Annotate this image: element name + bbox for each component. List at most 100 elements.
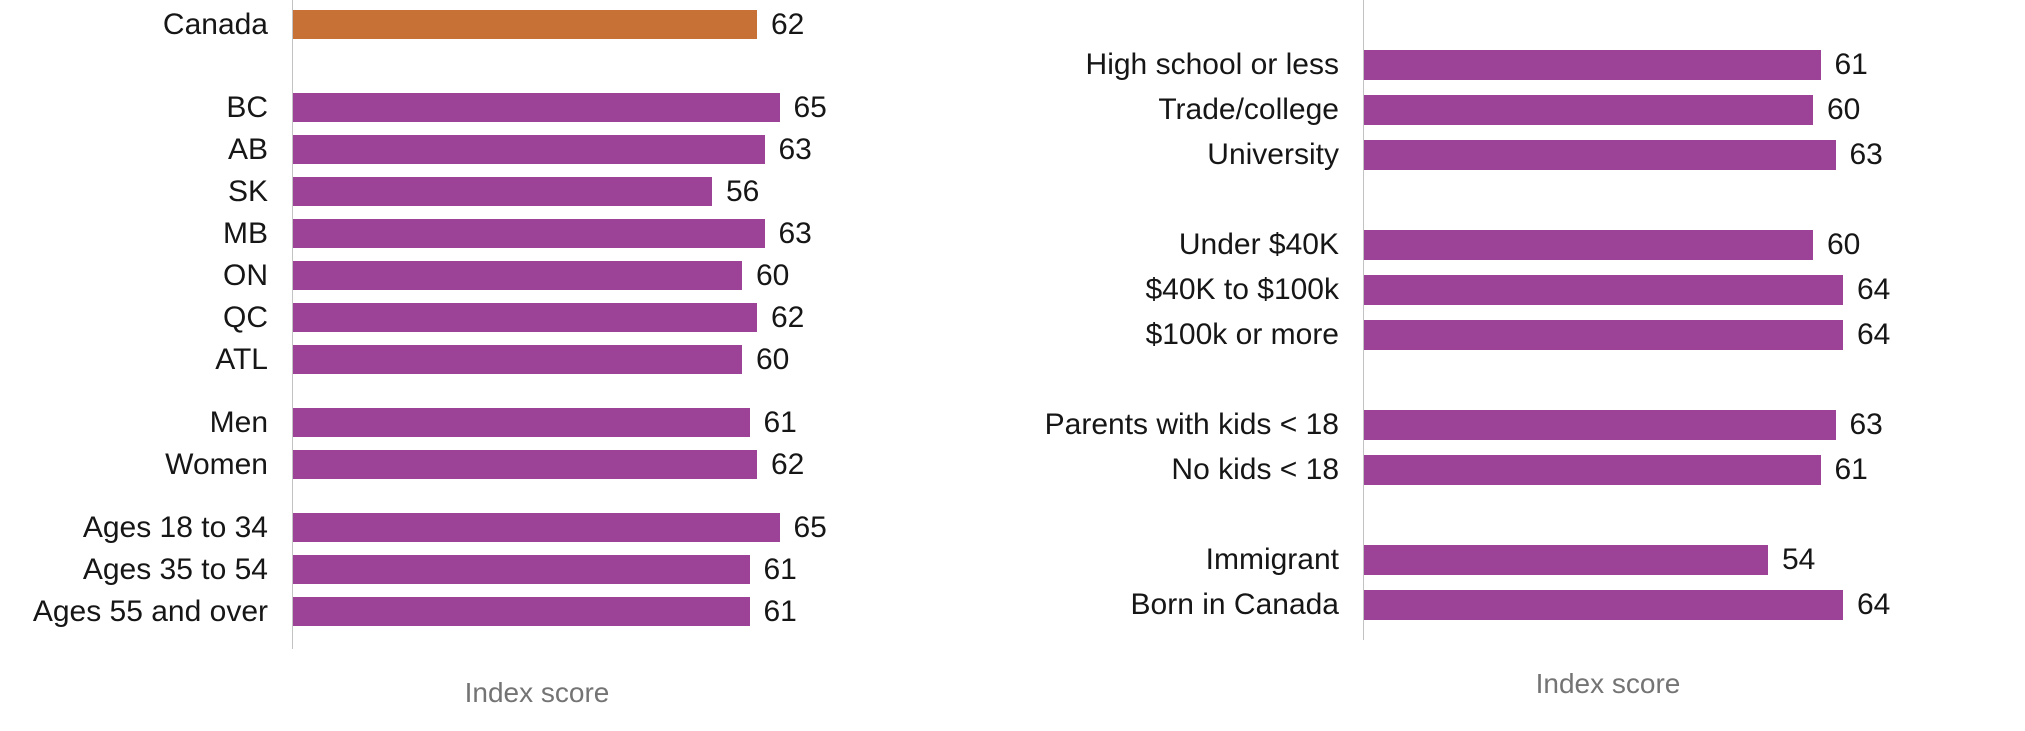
highlight-bar [292, 10, 757, 39]
category-label: Ages 35 to 54 [82, 552, 268, 586]
value-label: 60 [756, 258, 790, 292]
category-label: Ages 55 and over [32, 594, 268, 628]
category-label: MB [223, 216, 268, 250]
bar-row: No kids < 18 61 [1010, 455, 2025, 485]
bar-row: ON 60 [0, 258, 1010, 292]
bar [1363, 410, 1836, 440]
category-label: BC [226, 90, 268, 124]
value-label: 65 [793, 90, 827, 124]
value-label: 63 [778, 132, 812, 166]
bar [292, 450, 757, 479]
right-bars-area: High school or less 61 Trade/college 60 Univ… [1010, 0, 2025, 640]
category-label: Canada [162, 7, 268, 41]
value-label: 64 [1857, 318, 1891, 351]
bar-row: Ages 18 to 34 65 [0, 510, 1010, 544]
left-chart-panel: Canada 62 BC 65 AB 63 SK 56 MB 63 ON 60 QC 62 ATL 60 Men… [0, 0, 1010, 731]
bar [1363, 140, 1836, 170]
bar-row: University 63 [1010, 140, 2025, 170]
value-label: 61 [763, 552, 797, 586]
category-label: High school or less [1085, 48, 1339, 81]
group-spacer [1010, 185, 2025, 230]
bar-row: MB 63 [0, 216, 1010, 250]
value-label: 64 [1857, 273, 1891, 306]
bar-row: BC 65 [0, 90, 1010, 124]
bar-row: AB 63 [0, 132, 1010, 166]
value-label: 61 [763, 594, 797, 628]
bar-row: $100k or more 64 [1010, 320, 2025, 350]
category-label: Immigrant [1205, 543, 1339, 576]
value-label: 63 [1849, 138, 1883, 171]
bar-row: Canada 62 [0, 7, 1010, 41]
bar [292, 513, 780, 542]
value-label: 64 [1857, 588, 1891, 621]
bar-row: Parents with kids < 18 63 [1010, 410, 2025, 440]
bar-row: Born in Canada 64 [1010, 590, 2025, 620]
value-label: 61 [763, 405, 797, 439]
value-label: 65 [793, 510, 827, 544]
bar [1363, 95, 1813, 125]
category-label: Trade/college [1158, 93, 1339, 126]
value-label: 63 [778, 216, 812, 250]
bar [1363, 545, 1768, 575]
group-spacer [1010, 365, 2025, 410]
bar [292, 408, 750, 437]
value-label: 60 [1827, 228, 1861, 261]
bar-row: Men 61 [0, 405, 1010, 439]
category-label: Parents with kids < 18 [1044, 408, 1339, 441]
bar-row: QC 62 [0, 300, 1010, 334]
value-label: 61 [1834, 48, 1868, 81]
value-label: 56 [726, 174, 760, 208]
bar [292, 219, 765, 248]
group-spacer [0, 52, 1010, 93]
left-bars-area: Canada 62 BC 65 AB 63 SK 56 MB 63 ON 60 QC 62 ATL 60 Men… [0, 0, 1010, 649]
bar [292, 261, 742, 290]
category-label: Ages 18 to 34 [82, 510, 268, 544]
category-label: AB [227, 132, 268, 166]
bar-row: ATL 60 [0, 342, 1010, 376]
bar-row: High school or less 61 [1010, 50, 2025, 80]
category-label: QC [223, 300, 268, 334]
bar [1363, 320, 1843, 350]
category-label: Men [209, 405, 268, 439]
value-label: 62 [771, 447, 805, 481]
group-spacer [0, 492, 1010, 513]
bar-row: Women 62 [0, 447, 1010, 481]
category-label: Women [165, 447, 268, 481]
value-label: 60 [756, 342, 790, 376]
category-label: ATL [215, 342, 268, 376]
category-label: SK [227, 174, 268, 208]
category-label: $40K to $100k [1145, 273, 1340, 306]
bar [292, 345, 742, 374]
bar [292, 303, 757, 332]
group-spacer [1010, 500, 2025, 545]
group-spacer [0, 387, 1010, 408]
bar-row: Immigrant 54 [1010, 545, 2025, 575]
bar [1363, 50, 1821, 80]
value-label: 60 [1827, 93, 1861, 126]
value-label: 54 [1782, 543, 1816, 576]
bar [292, 135, 765, 164]
value-label: 63 [1849, 408, 1883, 441]
left-x-axis-label: Index score [464, 677, 610, 708]
value-label: 62 [771, 7, 805, 41]
bar-row: $40K to $100k 64 [1010, 275, 2025, 305]
bar-row: Ages 35 to 54 61 [0, 552, 1010, 586]
category-label: ON [223, 258, 268, 292]
bar [292, 177, 712, 206]
bar [1363, 275, 1843, 305]
bar [292, 555, 750, 584]
bar [292, 597, 750, 626]
category-label: Under $40K [1178, 228, 1339, 261]
bar-row: Trade/college 60 [1010, 95, 2025, 125]
category-label: No kids < 18 [1171, 453, 1339, 486]
value-label: 62 [771, 300, 805, 334]
value-label: 61 [1834, 453, 1868, 486]
category-label: $100k or more [1145, 318, 1339, 351]
bar [1363, 455, 1821, 485]
category-label: University [1207, 138, 1339, 171]
bar [1363, 230, 1813, 260]
bar-row: SK 56 [0, 174, 1010, 208]
bar-row: Ages 55 and over 61 [0, 594, 1010, 628]
bar-row: Under $40K 60 [1010, 230, 2025, 260]
category-label: Born in Canada [1130, 588, 1339, 621]
